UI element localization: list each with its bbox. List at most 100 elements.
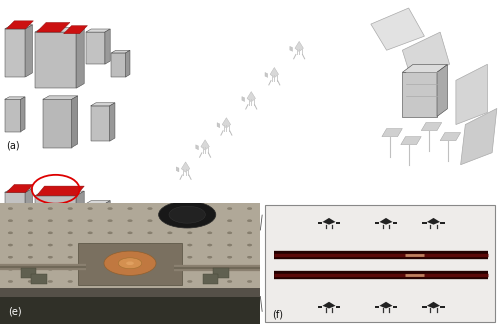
Circle shape xyxy=(248,280,252,283)
Bar xyxy=(336,306,340,308)
Polygon shape xyxy=(35,191,84,196)
Polygon shape xyxy=(86,204,105,236)
Bar xyxy=(31,274,47,284)
Bar xyxy=(213,268,229,278)
Circle shape xyxy=(168,232,172,234)
Circle shape xyxy=(208,280,212,283)
Circle shape xyxy=(88,244,92,246)
Polygon shape xyxy=(5,25,32,29)
Circle shape xyxy=(104,251,156,275)
Circle shape xyxy=(169,206,205,223)
Circle shape xyxy=(228,244,232,246)
Circle shape xyxy=(48,207,52,210)
Circle shape xyxy=(88,207,92,210)
Polygon shape xyxy=(196,145,198,150)
Polygon shape xyxy=(402,32,450,80)
Circle shape xyxy=(208,256,212,258)
Polygon shape xyxy=(86,201,110,204)
Circle shape xyxy=(158,201,216,228)
Polygon shape xyxy=(380,218,392,225)
Polygon shape xyxy=(182,162,190,172)
Polygon shape xyxy=(5,29,25,77)
Polygon shape xyxy=(222,118,230,128)
Polygon shape xyxy=(290,46,292,51)
Bar xyxy=(78,243,182,285)
Circle shape xyxy=(148,207,152,210)
Circle shape xyxy=(88,280,92,283)
Polygon shape xyxy=(20,265,25,300)
Circle shape xyxy=(188,280,192,283)
Polygon shape xyxy=(76,191,84,252)
Polygon shape xyxy=(64,26,88,34)
Circle shape xyxy=(8,244,12,246)
Circle shape xyxy=(168,244,172,246)
Polygon shape xyxy=(36,22,70,32)
Circle shape xyxy=(148,268,152,271)
Circle shape xyxy=(48,256,52,258)
Circle shape xyxy=(148,232,152,234)
Circle shape xyxy=(48,268,52,271)
Circle shape xyxy=(88,220,92,222)
Circle shape xyxy=(108,268,112,271)
Polygon shape xyxy=(43,270,72,318)
Bar xyxy=(318,306,322,308)
Circle shape xyxy=(168,220,172,222)
Circle shape xyxy=(128,280,132,283)
Circle shape xyxy=(128,220,132,222)
Circle shape xyxy=(228,220,232,222)
Circle shape xyxy=(28,256,32,258)
Circle shape xyxy=(148,256,152,258)
Polygon shape xyxy=(380,302,392,308)
Circle shape xyxy=(108,256,112,258)
Polygon shape xyxy=(427,218,440,225)
Circle shape xyxy=(148,280,152,283)
Text: 100 μm: 100 μm xyxy=(402,173,440,182)
Bar xyxy=(422,306,426,308)
Text: (f): (f) xyxy=(272,309,283,319)
Circle shape xyxy=(8,220,12,222)
Polygon shape xyxy=(90,106,110,141)
Circle shape xyxy=(228,280,232,283)
Circle shape xyxy=(68,268,72,271)
Circle shape xyxy=(248,220,252,222)
Polygon shape xyxy=(242,97,244,101)
Circle shape xyxy=(28,232,32,234)
Circle shape xyxy=(128,244,132,246)
Polygon shape xyxy=(112,220,130,223)
Circle shape xyxy=(168,268,172,271)
Polygon shape xyxy=(201,140,209,150)
Polygon shape xyxy=(270,67,278,78)
Circle shape xyxy=(208,232,212,234)
Polygon shape xyxy=(401,137,421,145)
Polygon shape xyxy=(112,53,126,77)
Polygon shape xyxy=(110,103,115,141)
Circle shape xyxy=(188,207,192,210)
Circle shape xyxy=(8,268,12,271)
Polygon shape xyxy=(110,271,115,309)
Circle shape xyxy=(48,232,52,234)
Circle shape xyxy=(68,244,72,246)
Circle shape xyxy=(208,244,212,246)
Polygon shape xyxy=(402,72,437,117)
Circle shape xyxy=(208,207,212,210)
Circle shape xyxy=(68,207,72,210)
Circle shape xyxy=(188,220,192,222)
Polygon shape xyxy=(456,64,488,124)
Text: (d): (d) xyxy=(350,183,364,193)
Bar xyxy=(21,268,36,278)
Polygon shape xyxy=(322,218,336,225)
Text: 500 μm: 500 μm xyxy=(232,173,270,182)
Circle shape xyxy=(88,232,92,234)
Circle shape xyxy=(248,232,252,234)
Circle shape xyxy=(68,280,72,283)
Circle shape xyxy=(248,244,252,246)
Polygon shape xyxy=(176,167,179,172)
Circle shape xyxy=(68,232,72,234)
Circle shape xyxy=(88,268,92,271)
Polygon shape xyxy=(76,28,84,88)
Polygon shape xyxy=(421,122,442,131)
Polygon shape xyxy=(6,184,34,192)
Polygon shape xyxy=(5,268,20,300)
Circle shape xyxy=(8,232,12,234)
Circle shape xyxy=(108,244,112,246)
